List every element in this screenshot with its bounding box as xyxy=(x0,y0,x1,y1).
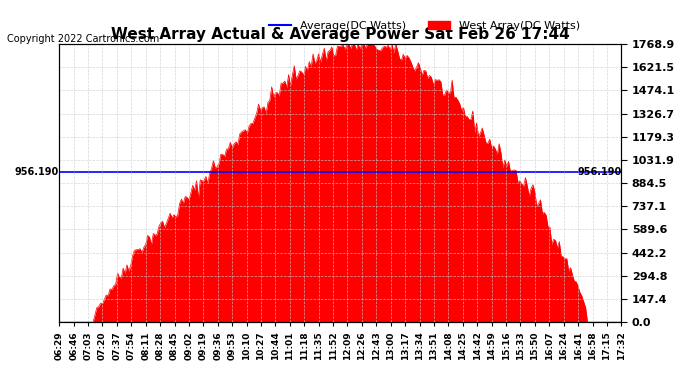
Title: West Array Actual & Average Power Sat Feb 26 17:44: West Array Actual & Average Power Sat Fe… xyxy=(111,27,570,42)
Legend: Average(DC Watts), West Array(DC Watts): Average(DC Watts), West Array(DC Watts) xyxy=(264,16,585,35)
Text: 956.190: 956.190 xyxy=(15,167,59,177)
Text: 956.190: 956.190 xyxy=(577,167,621,177)
Text: Copyright 2022 Cartronics.com: Copyright 2022 Cartronics.com xyxy=(7,34,159,44)
